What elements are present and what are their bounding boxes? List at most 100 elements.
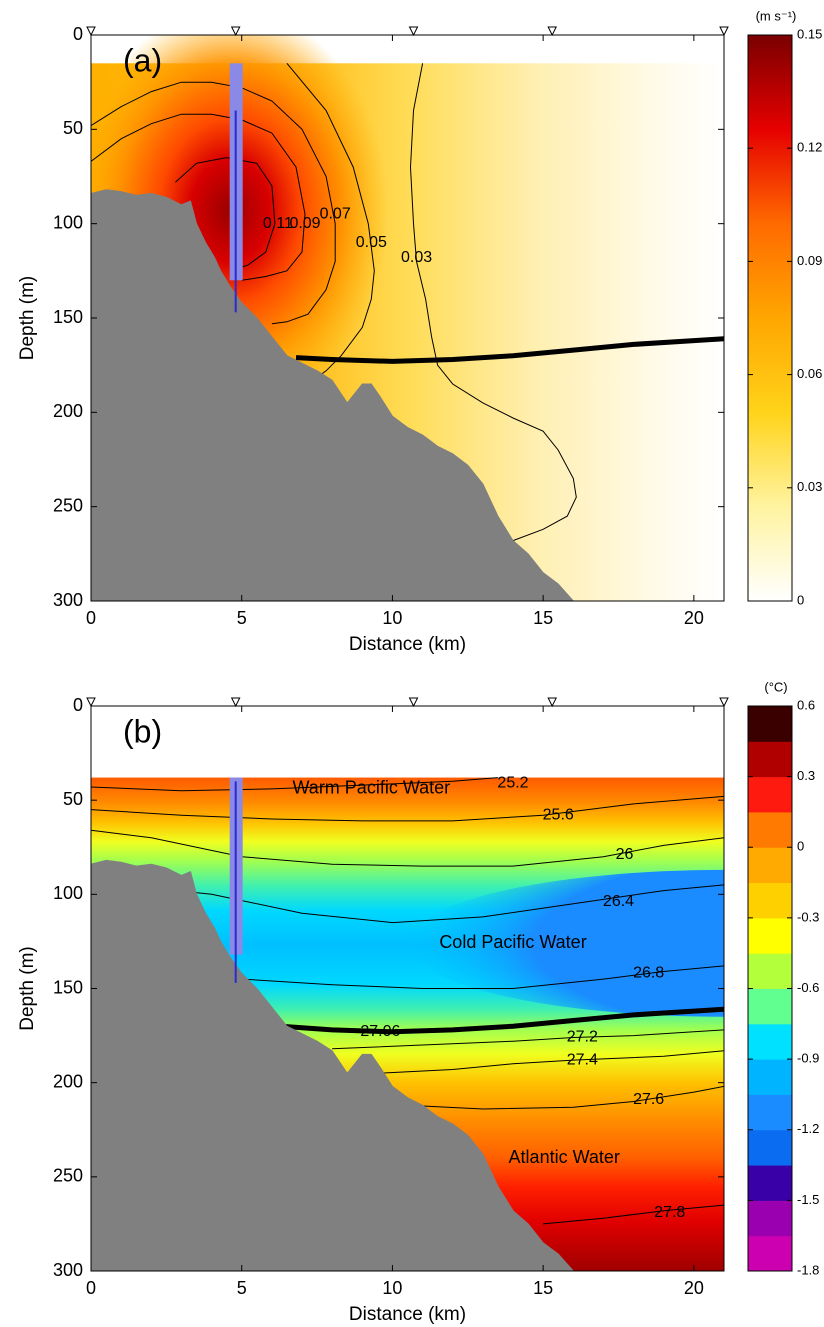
colorbar-band xyxy=(748,1129,792,1166)
y-axis-label: Depth (m) xyxy=(17,946,38,1030)
colorbar xyxy=(748,35,792,601)
y-tick-label: 100 xyxy=(53,883,83,903)
colorbar-band xyxy=(748,882,792,919)
colorbar-band xyxy=(748,917,792,954)
y-tick-label: 300 xyxy=(53,1260,83,1280)
x-axis-label: Distance (km) xyxy=(349,634,466,655)
seafloor-fill xyxy=(91,189,574,601)
colorbar-band xyxy=(748,1165,792,1201)
panel: 25.2 25.6 26 26.4 26.8 27.2 27.4 27.6 27.8 27.06 W… xyxy=(17,679,819,1325)
colorbar-tick-label: 0.3 xyxy=(797,768,815,783)
bathymetry xyxy=(91,189,574,601)
x-tick-label: 15 xyxy=(533,1278,553,1298)
contour-line xyxy=(377,1050,724,1074)
station-marker xyxy=(408,26,419,37)
contour-line xyxy=(121,884,724,924)
colorbar-band xyxy=(748,953,792,989)
panel-label: (a) xyxy=(123,42,162,78)
y-tick-label: 0 xyxy=(73,24,83,44)
colorbar-tick-label: 0 xyxy=(797,592,804,607)
contour-line xyxy=(91,81,336,325)
contour-label: 27.4 xyxy=(567,1051,598,1068)
y-tick-label: 0 xyxy=(73,695,83,715)
x-tick-label: 5 xyxy=(237,1278,247,1298)
colorbar-tick-label: 0.06 xyxy=(797,366,822,381)
contour-line xyxy=(91,113,306,281)
colorbar-tick-label: 0.03 xyxy=(797,479,822,494)
contour-label: 26.4 xyxy=(603,893,634,910)
colorbar-tick-label: -0.9 xyxy=(797,1051,819,1066)
y-tick-label: 50 xyxy=(63,789,83,809)
colorbar-label: (°C) xyxy=(764,679,787,694)
x-tick-label: 15 xyxy=(533,608,553,628)
colorbar-band xyxy=(748,1200,792,1237)
contour-label: 0.07 xyxy=(320,205,351,222)
station-marker xyxy=(230,697,241,708)
colorbar-frame xyxy=(747,34,793,602)
contour-line xyxy=(286,62,375,385)
seafloor-fill xyxy=(91,860,574,1271)
field-core xyxy=(407,869,724,1017)
y-tick-label: 250 xyxy=(53,1166,83,1186)
contour-label: 0.09 xyxy=(289,215,320,232)
isopycnal-line xyxy=(280,1006,724,1035)
colorbar-band xyxy=(748,1023,792,1060)
contour-line xyxy=(91,829,724,867)
contour-label: 27.2 xyxy=(567,1029,598,1046)
colorbar-tick-label: 0.15 xyxy=(797,26,822,41)
contour-label: 0.11 xyxy=(263,215,293,232)
contour-label: 0.03 xyxy=(401,249,432,266)
station-marker xyxy=(547,697,557,708)
contour-line xyxy=(409,63,577,545)
x-tick-label: 0 xyxy=(86,1278,96,1298)
panel-label: (b) xyxy=(123,713,162,749)
contour-line xyxy=(175,157,276,270)
colorbar-tick-label: 0.09 xyxy=(797,253,822,268)
colorbar-tick-label: -1.8 xyxy=(797,1262,819,1277)
contour-line xyxy=(407,1085,724,1110)
colorbar-band xyxy=(748,811,792,848)
colorbar-tick-label: -0.3 xyxy=(797,909,819,924)
x-tick-label: 10 xyxy=(382,1278,402,1298)
station-marker xyxy=(547,26,557,37)
bathymetry xyxy=(91,859,574,1271)
isopycnal-label: 27.06 xyxy=(360,1023,400,1040)
contour-line xyxy=(91,795,724,822)
x-tick-label: 20 xyxy=(684,1278,704,1298)
colorbar-band xyxy=(748,1094,792,1131)
contour-label: 25.2 xyxy=(497,774,528,791)
colorbar-label: (m s⁻¹) xyxy=(756,8,797,23)
y-tick-label: 150 xyxy=(53,977,83,997)
y-tick-label: 150 xyxy=(53,307,83,327)
colorbar-band xyxy=(748,741,792,778)
contour-label: 0.05 xyxy=(356,234,387,251)
contour-line xyxy=(332,1029,724,1050)
contour-label: 26 xyxy=(616,846,634,863)
contour-label: 27.8 xyxy=(654,1204,685,1221)
x-tick-label: 20 xyxy=(684,608,704,628)
station-marker xyxy=(719,26,729,37)
y-tick-label: 300 xyxy=(53,590,83,610)
colorbar-tick-label: 0 xyxy=(797,839,804,854)
y-tick-label: 250 xyxy=(53,495,83,515)
contour-line xyxy=(543,1204,724,1225)
contour-line xyxy=(91,777,498,792)
colorbar-tick-label: -1.5 xyxy=(797,1192,819,1207)
colorbar-band xyxy=(748,706,792,742)
contour-label: 26.8 xyxy=(633,965,664,982)
colorbar-tick-label: -0.6 xyxy=(797,980,819,995)
contour-label: 25.6 xyxy=(543,806,574,823)
colorbar-tick-label: 0.6 xyxy=(797,697,815,712)
colorbar-band xyxy=(748,847,792,884)
colorbar-tick-label: 0.12 xyxy=(797,140,822,155)
plot-area: 0.110.090.07 0.05 0.03 xyxy=(91,35,724,601)
isopycnal-line xyxy=(295,336,724,364)
y-tick-label: 50 xyxy=(63,118,83,138)
station-marker xyxy=(86,697,96,708)
annotation: Warm Pacific Water xyxy=(292,778,450,798)
y-tick-label: 100 xyxy=(53,212,83,232)
annotation: Atlantic Water xyxy=(509,1147,620,1167)
station-marker xyxy=(408,697,419,708)
